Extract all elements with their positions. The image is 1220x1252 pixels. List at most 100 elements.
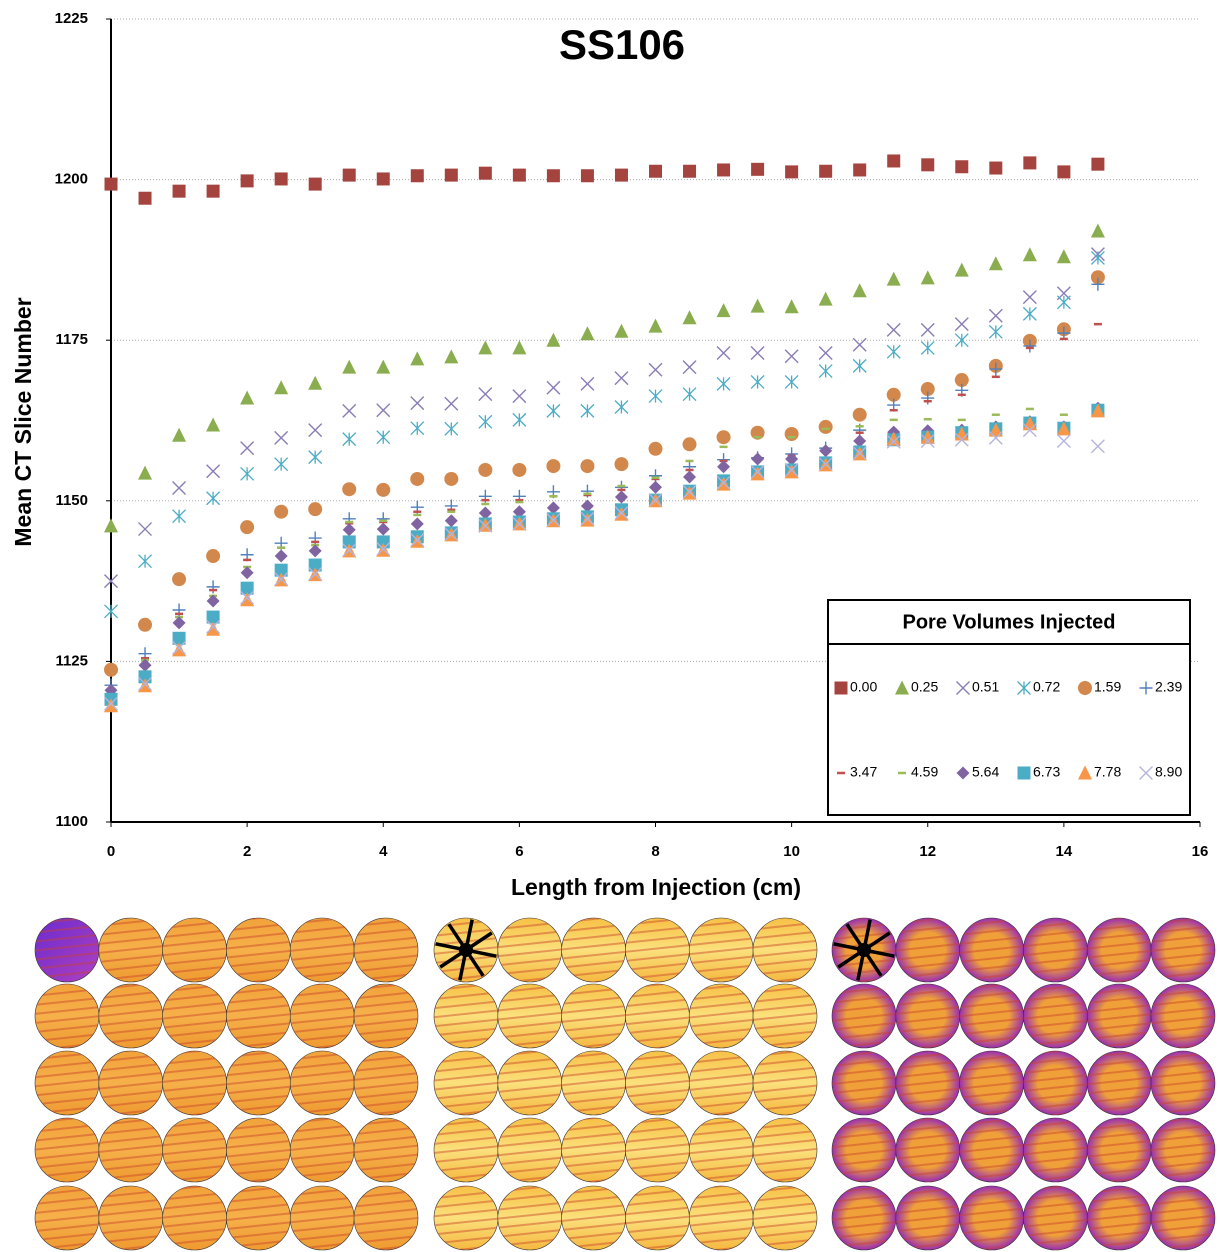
data-point xyxy=(581,404,594,417)
ct-slice-texture xyxy=(99,984,163,1048)
ct-slice-texture xyxy=(753,984,817,1048)
data-point xyxy=(445,397,458,410)
data-point xyxy=(819,444,832,457)
chart: SS106 Length from Injection (cm) Mean CT… xyxy=(0,0,1220,1252)
ct-slice-hub xyxy=(857,943,871,957)
ct-slice-texture xyxy=(498,984,562,1048)
ct-slice-texture xyxy=(35,1186,99,1250)
legend-label: 0.51 xyxy=(972,679,999,695)
data-point xyxy=(410,472,424,486)
y-tick-label: 1175 xyxy=(55,331,88,348)
data-point xyxy=(206,417,220,431)
ct-slice-texture xyxy=(163,1186,227,1250)
data-point xyxy=(717,377,730,390)
ct-slice-texture xyxy=(99,1118,163,1182)
data-point xyxy=(887,272,901,286)
ct-slice-texture xyxy=(354,1186,418,1250)
data-point xyxy=(649,165,662,178)
ct-slice-texture xyxy=(290,1186,354,1250)
ct-slice-texture xyxy=(896,1118,960,1182)
data-point xyxy=(751,163,764,176)
data-point xyxy=(751,375,764,388)
data-point xyxy=(989,325,1002,338)
ct-slice-texture xyxy=(896,984,960,1048)
legend-label: 1.59 xyxy=(1094,679,1121,695)
ct-slice-texture xyxy=(1087,1051,1151,1115)
data-point xyxy=(819,292,833,306)
ct-slice-texture xyxy=(226,984,290,1048)
data-point xyxy=(615,169,628,182)
ct-slice-texture xyxy=(498,1118,562,1182)
data-point xyxy=(989,162,1002,175)
data-point xyxy=(207,580,220,593)
ct-slice-texture xyxy=(625,984,689,1048)
data-point xyxy=(649,469,662,482)
data-point xyxy=(309,544,322,557)
data-point xyxy=(649,442,663,456)
ct-slice-texture xyxy=(99,1051,163,1115)
data-point xyxy=(343,404,356,417)
legend-label: 8.90 xyxy=(1155,764,1182,780)
data-point xyxy=(343,169,356,182)
data-point xyxy=(240,520,254,534)
ct-slice-texture xyxy=(226,1186,290,1250)
data-point xyxy=(445,514,458,527)
data-point xyxy=(1091,223,1105,237)
ct-slice-hub xyxy=(459,943,473,957)
ct-slice-texture xyxy=(498,1051,562,1115)
data-point xyxy=(853,338,866,351)
legend-label: 6.73 xyxy=(1033,764,1060,780)
data-point xyxy=(411,517,424,530)
ct-slice-texture xyxy=(1023,984,1087,1048)
data-point xyxy=(445,169,458,182)
ct-slice-texture xyxy=(753,918,817,982)
ct-slice-texture xyxy=(1023,1186,1087,1250)
ct-slice-texture xyxy=(562,918,626,982)
data-point xyxy=(377,431,390,444)
data-point xyxy=(853,283,867,297)
ct-slice-texture xyxy=(960,984,1024,1048)
x-tick-label: 10 xyxy=(783,843,800,860)
data-point xyxy=(104,518,118,532)
data-point xyxy=(207,492,220,505)
ct-slice-texture xyxy=(290,984,354,1048)
y-tick-label: 1125 xyxy=(55,652,88,669)
ct-slice-texture xyxy=(832,984,896,1048)
x-tick-label: 14 xyxy=(1056,843,1073,860)
ct-slice-texture xyxy=(434,1051,498,1115)
ct-slice-texture xyxy=(960,1051,1024,1115)
ct-slice-texture xyxy=(1023,918,1087,982)
ct-slice-texture xyxy=(753,1051,817,1115)
data-point xyxy=(411,422,424,435)
data-point xyxy=(921,158,934,171)
data-point xyxy=(717,303,731,317)
ct-slice-texture xyxy=(434,1118,498,1182)
data-point xyxy=(308,376,322,390)
data-point xyxy=(309,424,322,437)
data-point xyxy=(1057,249,1071,263)
data-point xyxy=(1057,165,1070,178)
data-point xyxy=(649,390,662,403)
data-point xyxy=(376,360,390,374)
data-point xyxy=(241,174,254,187)
data-point xyxy=(615,490,628,503)
ct-slice-texture xyxy=(163,918,227,982)
data-point xyxy=(614,457,628,471)
data-point xyxy=(275,458,288,471)
ct-slice-texture xyxy=(1023,1051,1087,1115)
data-point xyxy=(377,172,390,185)
data-point xyxy=(342,482,356,496)
ct-slice-texture xyxy=(832,1186,896,1250)
ct-slice-texture xyxy=(753,1186,817,1250)
ct-slice-texture xyxy=(35,984,99,1048)
data-point xyxy=(989,309,1002,322)
ct-slice-texture xyxy=(290,918,354,982)
data-point xyxy=(683,165,696,178)
ct-slice-texture xyxy=(689,1051,753,1115)
data-point xyxy=(207,465,220,478)
data-point xyxy=(411,397,424,410)
ct-slice-texture xyxy=(562,1186,626,1250)
ct-slice-texture xyxy=(689,984,753,1048)
data-point xyxy=(989,256,1003,270)
ct-slice-texture xyxy=(1087,1186,1151,1250)
